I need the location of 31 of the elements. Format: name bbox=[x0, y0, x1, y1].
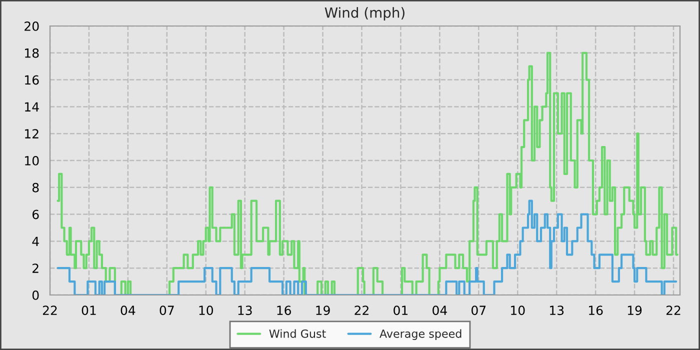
x-tick-label: 22 bbox=[666, 306, 680, 315]
x-tick-label: 01 bbox=[82, 306, 96, 316]
y-tick-label: 14 bbox=[25, 102, 39, 112]
y-tick-label: 20 bbox=[24, 21, 39, 31]
x-tick-label: 04 bbox=[432, 306, 447, 316]
y-tick-label: 2 bbox=[32, 264, 38, 273]
x-tick-label: 19 bbox=[628, 306, 642, 316]
x-tick-label: 13 bbox=[238, 306, 252, 316]
x-tick-label: 19 bbox=[316, 306, 330, 316]
x-tick-label: 10 bbox=[511, 306, 525, 316]
x-tick-label: 01 bbox=[394, 306, 408, 316]
x-tick-label: 07 bbox=[472, 306, 486, 316]
y-tick-label: 8 bbox=[32, 182, 39, 192]
x-tick-label: 10 bbox=[199, 306, 213, 316]
legend-label: Average speed bbox=[380, 329, 462, 340]
x-tick-label: 16 bbox=[588, 306, 603, 316]
x-tick-label: 16 bbox=[277, 306, 291, 316]
legend-label: Wind Gust bbox=[269, 329, 326, 338]
x-tick-label: 07 bbox=[160, 306, 174, 316]
x-tick-label: 22 bbox=[42, 306, 57, 315]
chart-title: Wind (mph) bbox=[324, 7, 404, 21]
x-tick-label: 22 bbox=[354, 306, 368, 315]
y-tick-label: 18 bbox=[25, 48, 39, 58]
y-tick-label: 10 bbox=[25, 156, 39, 166]
y-tick-label: 4 bbox=[32, 236, 39, 246]
y-tick-label: 0 bbox=[32, 290, 39, 300]
y-tick-label: 6 bbox=[32, 210, 39, 220]
x-tick-label: 13 bbox=[550, 306, 564, 316]
y-tick-label: 16 bbox=[25, 75, 39, 85]
x-tick-label: 04 bbox=[120, 306, 136, 316]
y-tick-label: 12 bbox=[25, 129, 38, 138]
